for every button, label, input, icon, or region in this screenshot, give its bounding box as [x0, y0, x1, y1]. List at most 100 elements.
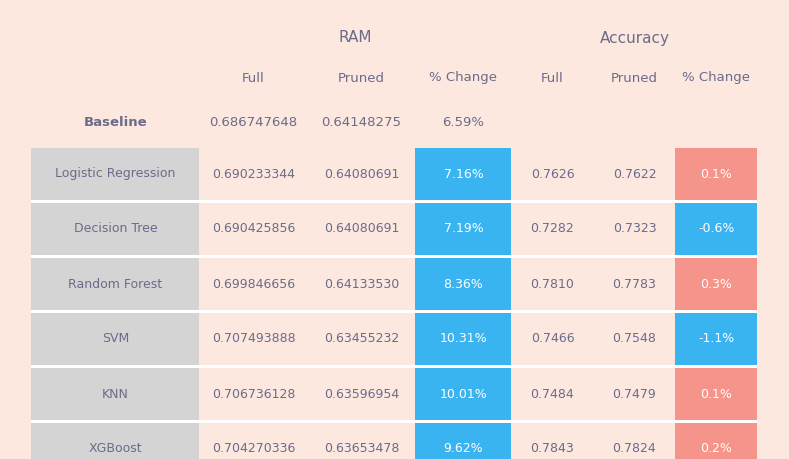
- Bar: [32, 420, 757, 423]
- Bar: [32, 148, 200, 200]
- Bar: [675, 368, 757, 420]
- Text: 0.7824: 0.7824: [612, 442, 656, 455]
- Text: 0.7626: 0.7626: [531, 168, 574, 180]
- Bar: [593, 203, 675, 255]
- Bar: [416, 423, 511, 459]
- Text: 0.690233344: 0.690233344: [212, 168, 295, 180]
- Text: Random Forest: Random Forest: [69, 278, 163, 291]
- Text: 0.7282: 0.7282: [531, 223, 574, 235]
- Text: KNN: KNN: [102, 387, 129, 401]
- Text: -0.6%: -0.6%: [698, 223, 735, 235]
- Bar: [200, 368, 308, 420]
- Bar: [416, 313, 511, 365]
- Text: 0.7323: 0.7323: [613, 223, 656, 235]
- Text: Accuracy: Accuracy: [600, 30, 670, 45]
- Bar: [32, 313, 200, 365]
- Bar: [416, 148, 511, 200]
- Text: 0.64080691: 0.64080691: [323, 223, 399, 235]
- Text: XGBoost: XGBoost: [88, 442, 142, 455]
- Text: Decision Tree: Decision Tree: [73, 223, 157, 235]
- Bar: [308, 313, 416, 365]
- Bar: [416, 258, 511, 310]
- Text: 0.63455232: 0.63455232: [323, 332, 399, 346]
- Text: 0.1%: 0.1%: [701, 168, 732, 180]
- Text: 0.64080691: 0.64080691: [323, 168, 399, 180]
- Text: -1.1%: -1.1%: [698, 332, 735, 346]
- Text: Pruned: Pruned: [611, 72, 658, 84]
- Bar: [416, 258, 511, 310]
- Bar: [416, 313, 511, 365]
- Bar: [416, 368, 511, 420]
- Text: 0.699846656: 0.699846656: [212, 278, 295, 291]
- Text: 0.7843: 0.7843: [531, 442, 574, 455]
- Bar: [200, 148, 308, 200]
- Bar: [308, 148, 416, 200]
- Text: 0.7484: 0.7484: [531, 387, 574, 401]
- Bar: [675, 203, 757, 255]
- Bar: [416, 148, 511, 200]
- Bar: [200, 313, 308, 365]
- Text: 0.64133530: 0.64133530: [323, 278, 399, 291]
- Text: 0.707493888: 0.707493888: [211, 332, 295, 346]
- Bar: [200, 203, 308, 255]
- Bar: [308, 368, 416, 420]
- Bar: [675, 148, 757, 200]
- Text: RAM: RAM: [338, 30, 372, 45]
- Bar: [593, 313, 675, 365]
- Bar: [416, 203, 511, 255]
- Bar: [32, 203, 200, 255]
- Text: 7.16%: 7.16%: [443, 168, 484, 180]
- Text: Baseline: Baseline: [84, 117, 148, 129]
- Bar: [675, 258, 757, 310]
- Text: 0.1%: 0.1%: [701, 387, 732, 401]
- Text: 10.01%: 10.01%: [439, 387, 488, 401]
- Text: 0.7622: 0.7622: [613, 168, 656, 180]
- Bar: [32, 258, 200, 310]
- Bar: [416, 423, 511, 459]
- Bar: [511, 368, 593, 420]
- Text: SVM: SVM: [102, 332, 129, 346]
- Bar: [308, 258, 416, 310]
- Bar: [32, 365, 757, 368]
- Text: 0.7783: 0.7783: [612, 278, 656, 291]
- Text: 0.63596954: 0.63596954: [323, 387, 399, 401]
- Bar: [511, 313, 593, 365]
- Text: 0.2%: 0.2%: [701, 442, 732, 455]
- Bar: [593, 423, 675, 459]
- Text: 0.690425856: 0.690425856: [211, 223, 295, 235]
- Bar: [416, 203, 511, 255]
- Bar: [416, 368, 511, 420]
- Bar: [32, 368, 200, 420]
- Text: 8.36%: 8.36%: [443, 278, 484, 291]
- Text: Pruned: Pruned: [338, 72, 385, 84]
- Bar: [511, 258, 593, 310]
- Bar: [32, 423, 200, 459]
- Text: 0.64148275: 0.64148275: [321, 117, 402, 129]
- Text: % Change: % Change: [429, 72, 498, 84]
- Bar: [593, 258, 675, 310]
- Bar: [200, 423, 308, 459]
- Bar: [593, 368, 675, 420]
- Bar: [511, 423, 593, 459]
- Bar: [32, 255, 757, 258]
- Text: 0.7548: 0.7548: [612, 332, 656, 346]
- Bar: [32, 200, 757, 203]
- Bar: [200, 258, 308, 310]
- Text: 0.7466: 0.7466: [531, 332, 574, 346]
- Text: 0.704270336: 0.704270336: [211, 442, 295, 455]
- Text: Full: Full: [242, 72, 265, 84]
- Bar: [308, 423, 416, 459]
- Bar: [675, 423, 757, 459]
- Text: Logistic Regression: Logistic Regression: [55, 168, 176, 180]
- Text: Full: Full: [541, 72, 564, 84]
- Text: 6.59%: 6.59%: [443, 117, 484, 129]
- Text: 0.3%: 0.3%: [701, 278, 732, 291]
- Bar: [511, 148, 593, 200]
- Text: 10.31%: 10.31%: [439, 332, 488, 346]
- Bar: [32, 310, 757, 313]
- Text: 0.706736128: 0.706736128: [211, 387, 295, 401]
- Bar: [675, 313, 757, 365]
- Text: 0.686747648: 0.686747648: [209, 117, 297, 129]
- Text: 9.62%: 9.62%: [443, 442, 484, 455]
- Text: 7.19%: 7.19%: [443, 223, 484, 235]
